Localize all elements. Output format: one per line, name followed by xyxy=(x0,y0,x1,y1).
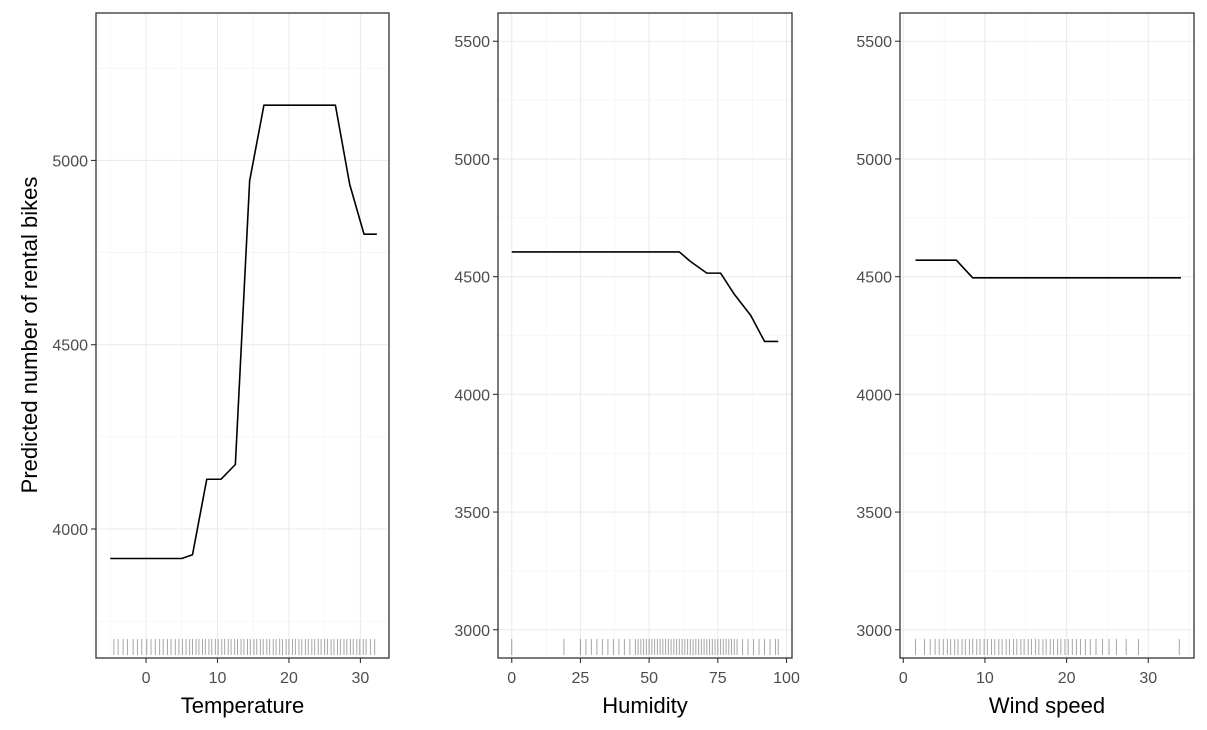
temperature-x-tick-label: 10 xyxy=(209,670,227,687)
wind-speed-panel-border xyxy=(899,12,1195,659)
wind-speed-y-tick-label: 4000 xyxy=(856,387,892,404)
temperature-panel-border xyxy=(95,12,390,659)
wind-speed-y-tick-label: 3000 xyxy=(856,623,892,640)
wind-speed-y-tick-label: 5000 xyxy=(856,152,892,169)
humidity-x-tick-label: 50 xyxy=(640,670,658,687)
temperature-panel: 0 10 20 30 4000 4500 5000 Temperature xyxy=(52,12,390,718)
temperature-y-tick-label: 4000 xyxy=(52,522,88,539)
humidity-panel-border xyxy=(497,12,793,659)
wind-speed-y-tick-label: 5500 xyxy=(856,34,892,51)
humidity-x-tick-label: 25 xyxy=(572,670,590,687)
temperature-x-axis-title: Temperature xyxy=(181,693,305,718)
humidity-y-tick-label: 4000 xyxy=(454,387,490,404)
temperature-y-tick-label: 4500 xyxy=(52,338,88,355)
wind-speed-panel: 0 10 20 30 3000 3500 4000 4500 5000 5500 Wind spee… xyxy=(856,12,1195,718)
humidity-x-axis-title: Humidity xyxy=(602,693,688,718)
wind-speed-x-tick-label: 10 xyxy=(976,670,994,687)
temperature-y-tick-label: 5000 xyxy=(52,153,88,170)
y-axis-title: Predicted number of rental bikes xyxy=(17,177,42,494)
wind-speed-y-tick-label: 4500 xyxy=(856,270,892,287)
wind-speed-x-tick-label: 20 xyxy=(1058,670,1076,687)
humidity-y-tick-label: 3500 xyxy=(454,505,490,522)
wind-speed-y-tick-label: 3500 xyxy=(856,505,892,522)
humidity-y-tick-label: 5000 xyxy=(454,152,490,169)
wind-speed-x-tick-label: 0 xyxy=(899,670,908,687)
wind-speed-x-tick-label: 30 xyxy=(1139,670,1157,687)
humidity-y-tick-label: 5500 xyxy=(454,34,490,51)
wind-speed-x-axis-title: Wind speed xyxy=(989,693,1105,718)
humidity-panel: 0 25 50 75 100 3000 3500 4000 4500 5000 5500 Humidi… xyxy=(454,12,800,718)
humidity-x-tick-label: 75 xyxy=(709,670,727,687)
temperature-x-tick-label: 0 xyxy=(142,670,151,687)
wind-speed-pdp-line xyxy=(915,259,1181,279)
humidity-y-tick-label: 3000 xyxy=(454,623,490,640)
temperature-x-tick-label: 30 xyxy=(352,670,370,687)
humidity-x-tick-label: 100 xyxy=(773,670,800,687)
temperature-pdp-line xyxy=(110,104,377,560)
humidity-x-tick-label: 0 xyxy=(507,670,516,687)
humidity-pdp-line xyxy=(511,251,779,343)
humidity-y-tick-label: 4500 xyxy=(454,270,490,287)
temperature-x-tick-label: 20 xyxy=(280,670,298,687)
